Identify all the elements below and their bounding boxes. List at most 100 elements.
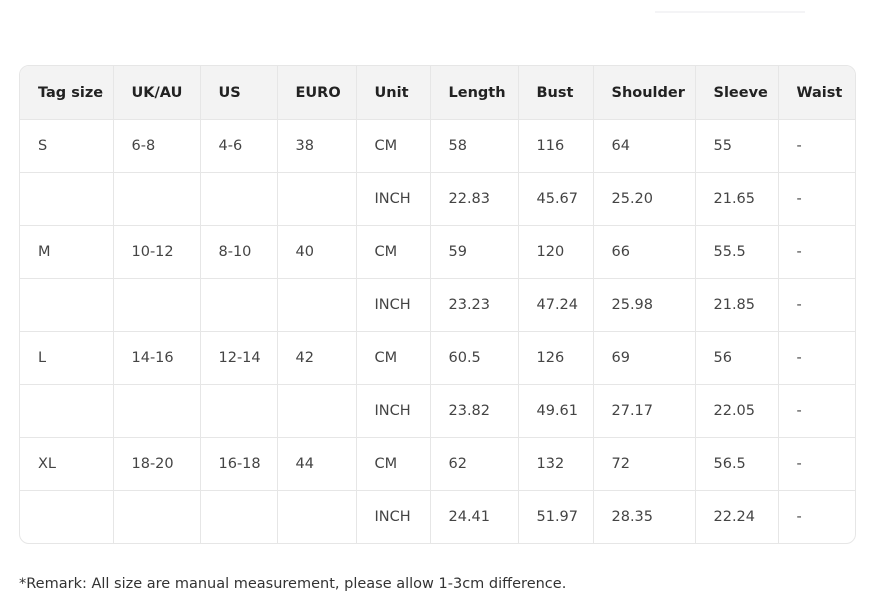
column-header: Shoulder	[593, 66, 696, 120]
divider	[655, 11, 805, 13]
table-cell: 44	[277, 437, 357, 491]
table-cell	[200, 490, 278, 543]
table-cell: 10-12	[113, 225, 201, 279]
table-cell: -	[778, 384, 855, 438]
table-cell: -	[796, 509, 802, 525]
table-row: S 6-8 4-6 38 CM 58 116 64 55-	[20, 119, 855, 173]
table-cell: 116	[518, 119, 594, 173]
table-cell	[20, 490, 114, 543]
table-cell	[277, 490, 357, 543]
table-cell: L	[20, 331, 114, 385]
table-cell: -	[778, 119, 855, 173]
table-cell	[113, 490, 201, 543]
table-row: INCH 22.83 45.67 25.20 21.65-	[20, 172, 855, 226]
table-cell: 8-10	[200, 225, 278, 279]
column-header: EURO	[277, 66, 357, 120]
table-cell	[113, 384, 201, 438]
table-cell	[277, 278, 357, 332]
table-cell: M	[20, 225, 114, 279]
column-header: Length	[430, 66, 519, 120]
table-cell	[20, 384, 114, 438]
table-cell: -	[778, 331, 855, 385]
table-cell: CM	[356, 119, 431, 173]
table-cell: 22.05	[695, 384, 779, 438]
table-cell: XL	[20, 437, 114, 491]
table-cell: 4-6	[200, 119, 278, 173]
table-cell: -	[778, 172, 855, 226]
table-header-row: Tag size UK/AU US EURO Unit Length Bust Shoulde…	[20, 66, 855, 120]
table-cell: 22.24	[695, 490, 779, 543]
column-header: US	[200, 66, 278, 120]
table-cell: 55	[695, 119, 779, 173]
table-cell: -	[778, 278, 855, 332]
table-cell: 23.82	[430, 384, 519, 438]
table-cell: 22.83	[430, 172, 519, 226]
table-cell: 72	[593, 437, 696, 491]
column-header: Waist	[778, 66, 855, 120]
table-cell: 18-20	[113, 437, 201, 491]
table-cell: 21.85	[695, 278, 779, 332]
table-cell: 56.5	[695, 437, 779, 491]
table-row: INCH 24.41 51.97 28.35 22.24 -	[20, 490, 855, 543]
table-cell	[20, 172, 114, 226]
table-cell: 45.67	[518, 172, 594, 226]
table-cell	[200, 172, 278, 226]
table-cell: 27.17	[593, 384, 696, 438]
table-cell: 120	[518, 225, 594, 279]
table-cell: 126	[518, 331, 594, 385]
table-cell: 66	[593, 225, 696, 279]
table-cell: 16-18	[200, 437, 278, 491]
table-cell: 58	[430, 119, 519, 173]
column-header: Tag size	[20, 66, 114, 120]
column-header: UK/AU	[113, 66, 201, 120]
table-cell	[20, 278, 114, 332]
table-cell	[113, 278, 201, 332]
table-cell: 132	[518, 437, 594, 491]
table-cell: INCH	[356, 172, 431, 226]
table-cell: 42	[277, 331, 357, 385]
table-cell	[200, 384, 278, 438]
table-cell: 25.20	[593, 172, 696, 226]
table-cell: 28.35	[593, 490, 696, 543]
table-cell: 49.61	[518, 384, 594, 438]
table-row: M 10-12 8-10 40 CM 59 120 66 55.5-	[20, 225, 855, 279]
table-cell: 12-14	[200, 331, 278, 385]
table-row: INCH 23.23 47.24 25.98 21.85-	[20, 278, 855, 332]
table-cell: 25.98	[593, 278, 696, 332]
table-cell: 38	[277, 119, 357, 173]
table-cell: 24.41	[430, 490, 519, 543]
table-cell: 21.65	[695, 172, 779, 226]
table-row: L 14-16 12-14 42 CM 60.5 126 69 56-	[20, 331, 855, 385]
column-header: Sleeve	[695, 66, 779, 120]
table-cell: 56	[695, 331, 779, 385]
table-cell: INCH	[356, 384, 431, 438]
table-cell: 23.23	[430, 278, 519, 332]
table-cell: 69	[593, 331, 696, 385]
table-row: INCH 23.82 49.61 27.17 22.05-	[20, 384, 855, 438]
table-cell: 62	[430, 437, 519, 491]
table-cell: 59	[430, 225, 519, 279]
table-cell: 64	[593, 119, 696, 173]
table-row: XL 18-20 16-18 44 CM 62 132 72 56.5-	[20, 437, 855, 491]
remark-note: *Remark: All size are manual measurement…	[19, 576, 567, 592]
table-cell	[200, 278, 278, 332]
table-cell: S	[20, 119, 114, 173]
table-cell: -	[778, 437, 855, 491]
table-cell	[113, 172, 201, 226]
table-cell: INCH	[356, 490, 431, 543]
table-cell: 51.97	[518, 490, 594, 543]
size-chart-table: Tag size UK/AU US EURO Unit Length Bust Shoulde…	[19, 65, 856, 544]
column-header: Unit	[356, 66, 431, 120]
table-cell: INCH	[356, 278, 431, 332]
table-cell: 47.24	[518, 278, 594, 332]
table-cell: -	[778, 225, 855, 279]
table-cell	[277, 384, 357, 438]
table-cell: 6-8	[113, 119, 201, 173]
table-cell: CM	[356, 225, 431, 279]
table-cell: 40	[277, 225, 357, 279]
table-cell	[277, 172, 357, 226]
table-cell: CM	[356, 437, 431, 491]
column-header: Bust	[518, 66, 594, 120]
table-cell: CM	[356, 331, 431, 385]
table-cell: 14-16	[113, 331, 201, 385]
